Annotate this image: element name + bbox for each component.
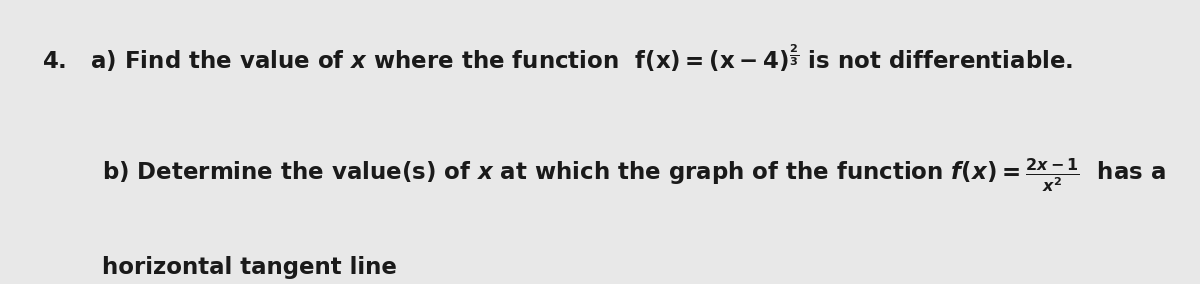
Text: horizontal tangent line: horizontal tangent line <box>102 256 397 279</box>
Text: 4.   a) Find the value of $\mathit{x}$ where the function  $\mathbf{f(x) = (x-4): 4. a) Find the value of $\mathit{x}$ whe… <box>42 43 1073 74</box>
Text: b) Determine the value(s) of $\mathit{x}$ at which the graph of the function $f\: b) Determine the value(s) of $\mathit{x}… <box>102 156 1165 194</box>
